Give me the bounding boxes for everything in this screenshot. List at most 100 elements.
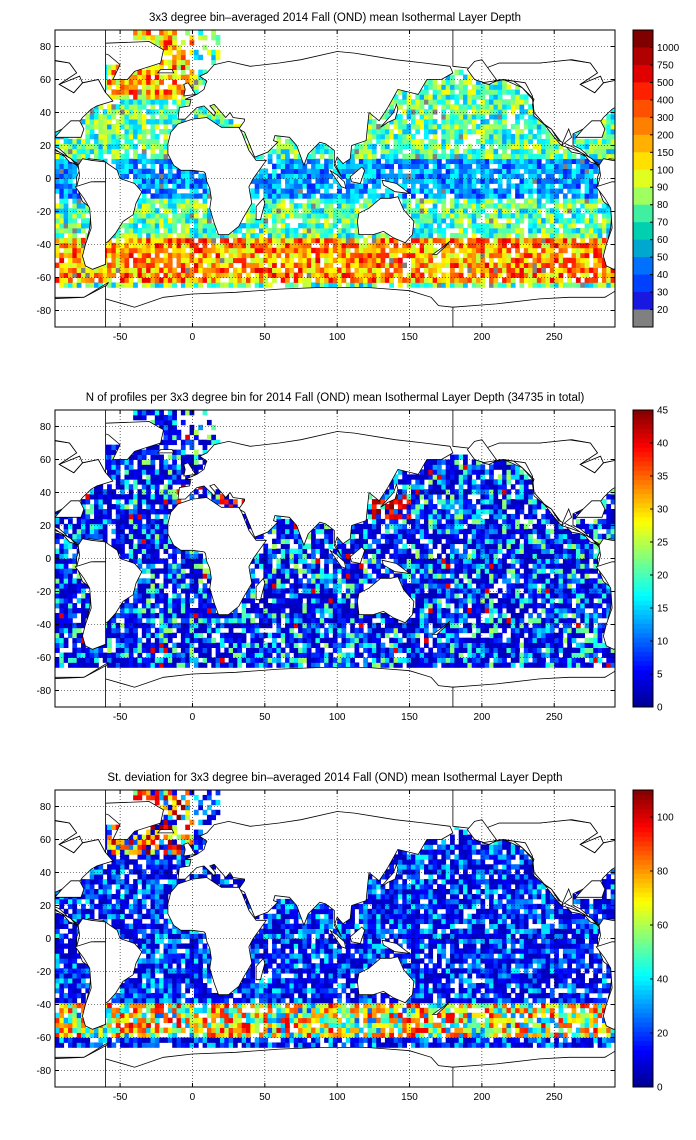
heatmap-cell (163, 622, 169, 629)
heatmap-cell (510, 138, 516, 145)
heatmap-cell (280, 272, 286, 278)
heatmap-cell (441, 79, 447, 85)
heatmap-cell (545, 198, 551, 204)
heatmap-cell (167, 434, 173, 441)
heatmap-cell (371, 153, 377, 160)
heatmap-cell (476, 213, 481, 219)
heatmap-cell (298, 252, 303, 259)
heatmap-cell (63, 637, 69, 644)
heatmap-cell (215, 272, 221, 278)
heatmap-cell (206, 272, 212, 278)
heatmap-cell (293, 203, 299, 209)
heatmap-cell (580, 257, 586, 264)
heatmap-cell (584, 272, 590, 278)
heatmap-cell (219, 272, 225, 278)
heatmap-cell (324, 228, 329, 234)
heatmap-cell (141, 138, 147, 145)
heatmap-cell (115, 247, 121, 254)
heatmap-cell (354, 213, 360, 219)
heatmap-cell (580, 168, 586, 174)
heatmap-cell (167, 647, 173, 653)
heatmap-cell (159, 237, 164, 244)
heatmap-cell (428, 257, 434, 264)
heatmap-cell (519, 183, 525, 189)
colorbar: 1000750500400300200150100908070605040302… (632, 29, 680, 328)
heatmap-cell (215, 34, 221, 41)
heatmap-cell (250, 603, 256, 609)
heatmap-cell (345, 237, 351, 244)
heatmap-cell (276, 183, 282, 189)
coastlines (55, 30, 615, 327)
heatmap-cell (98, 489, 104, 495)
heatmap-cell (250, 252, 256, 259)
heatmap-cell (128, 548, 134, 554)
heatmap-cell (206, 109, 212, 115)
heatmap-cell (315, 277, 321, 283)
heatmap-cell (554, 163, 559, 169)
heatmap-cell (419, 99, 425, 105)
heatmap-cell (120, 242, 125, 249)
heatmap-cell (120, 479, 125, 485)
heatmap-cell (497, 272, 503, 278)
heatmap-cell (68, 173, 73, 179)
heatmap-cell (185, 573, 190, 579)
heatmap-cell (237, 282, 243, 288)
heatmap-cell (510, 94, 516, 100)
heatmap-cell (176, 548, 182, 554)
heatmap-cell (198, 228, 203, 234)
heatmap-cell (458, 79, 464, 85)
colorbar-swatch (633, 239, 653, 258)
heatmap-cell (202, 252, 208, 259)
heatmap-cell (432, 109, 438, 115)
heatmap-cell (55, 553, 60, 559)
heatmap-cell (250, 642, 256, 648)
heatmap-cell (124, 637, 130, 644)
heatmap-cell (133, 30, 138, 36)
heatmap-cell (337, 218, 342, 224)
heatmap-cell (193, 198, 199, 204)
heatmap-cell (202, 568, 208, 574)
heatmap-cell (541, 223, 546, 229)
heatmap-cell (193, 54, 199, 61)
heatmap-cell (94, 143, 99, 150)
heatmap-cell (384, 158, 390, 165)
heatmap-cell (102, 494, 108, 500)
heatmap-cell (76, 223, 82, 229)
heatmap-cell (133, 158, 138, 165)
heatmap-cell (523, 237, 529, 244)
heatmap-cell (76, 528, 82, 535)
heatmap-cell (124, 168, 130, 174)
heatmap-cell (111, 538, 117, 545)
heatmap-cell (150, 232, 156, 239)
heatmap-cell (476, 267, 481, 273)
heatmap-cell (293, 282, 299, 288)
heatmap-cell (337, 203, 342, 209)
heatmap-cell (484, 119, 490, 125)
heatmap-cell (319, 277, 325, 283)
heatmap-cell (601, 153, 607, 160)
heatmap-cell (250, 652, 256, 658)
heatmap-cell (458, 104, 464, 110)
heatmap-cell (198, 662, 203, 668)
heatmap-cell (133, 272, 138, 278)
heatmap-cell (159, 173, 164, 179)
heatmap-cell (198, 632, 203, 639)
heatmap-cell (497, 133, 503, 140)
heatmap-cell (280, 247, 286, 254)
heatmap-cell (541, 237, 546, 244)
heatmap-cell (263, 632, 269, 639)
heatmap-cell (128, 232, 134, 239)
heatmap-cell (423, 153, 429, 160)
heatmap-cell (107, 484, 112, 490)
heatmap-cell (545, 237, 551, 244)
x-tick-label: 250 (546, 332, 563, 343)
heatmap-cell (371, 257, 377, 264)
heatmap-cell (332, 272, 338, 278)
heatmap-cell (319, 143, 325, 150)
heatmap-cell (150, 168, 156, 174)
heatmap-cell (467, 94, 473, 100)
heatmap-cell (489, 267, 494, 273)
heatmap-cell (480, 143, 486, 150)
heatmap-cell (289, 178, 295, 184)
heatmap-cell (202, 449, 208, 455)
